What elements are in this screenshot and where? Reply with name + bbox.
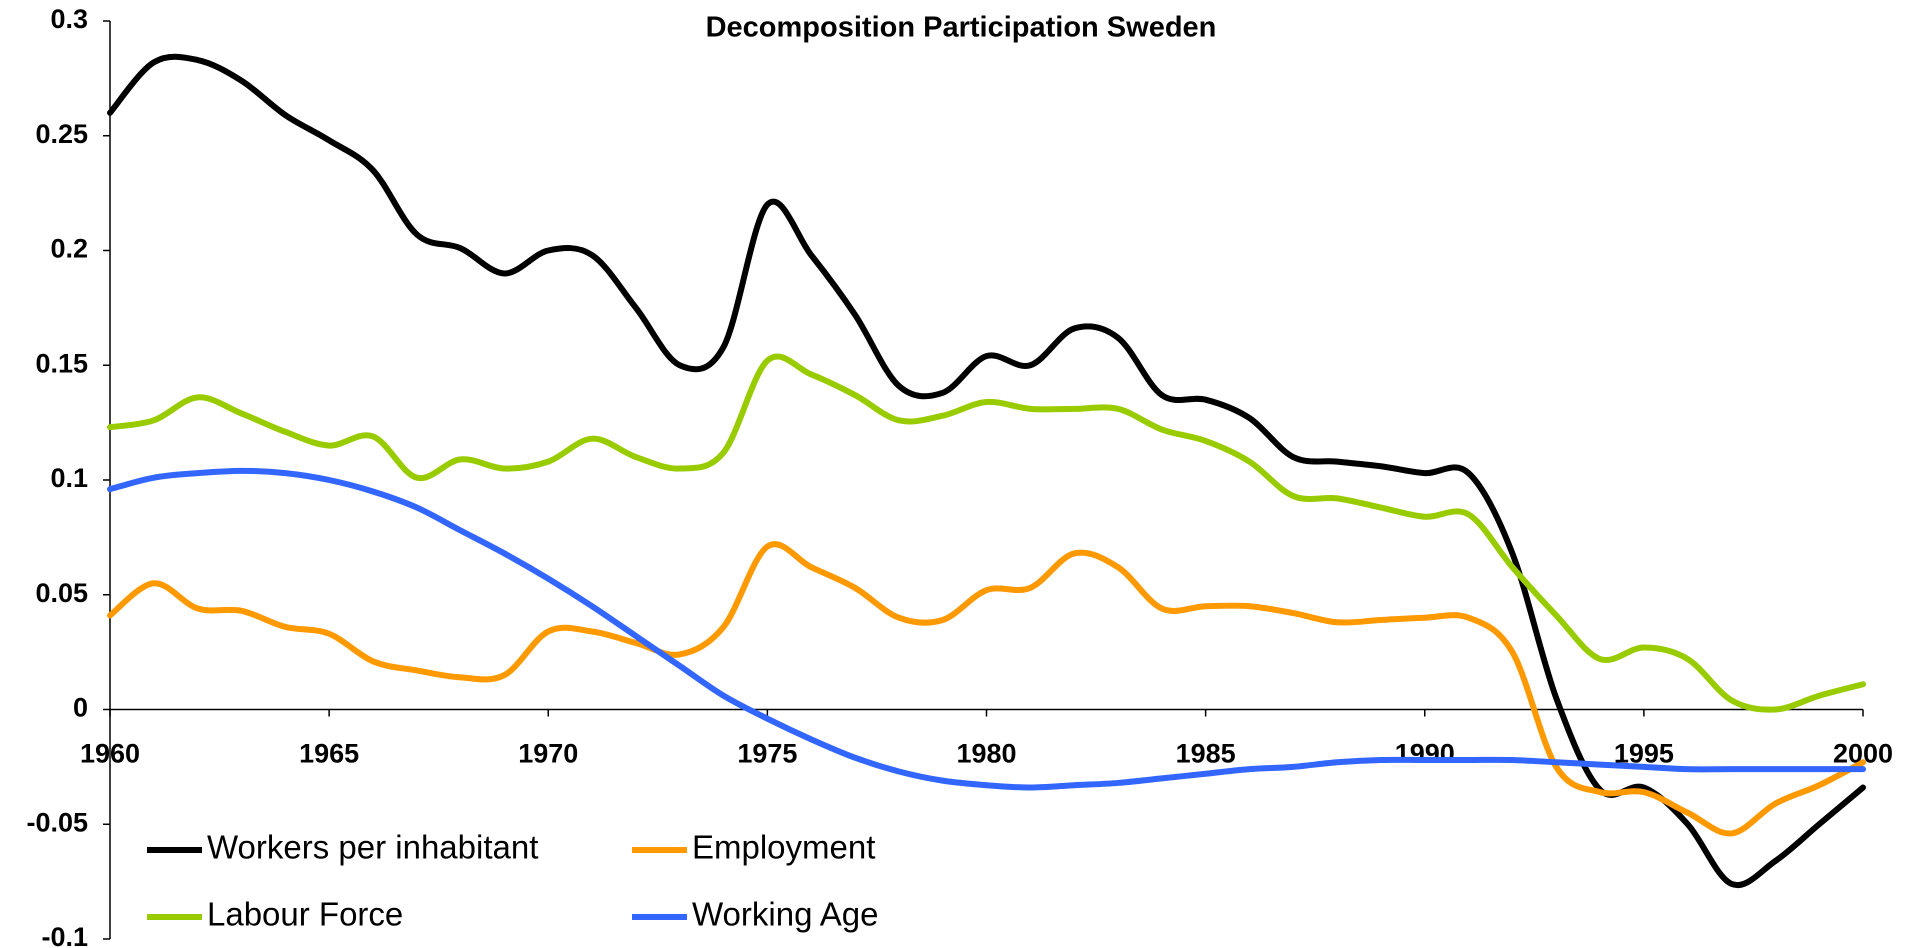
y-tick-label: 0.05 bbox=[35, 578, 88, 608]
legend-label: Employment bbox=[692, 829, 875, 866]
x-tick-label: 1965 bbox=[299, 739, 359, 769]
x-tick-label: 1980 bbox=[956, 739, 1016, 769]
line-series bbox=[107, 53, 1866, 889]
line-series bbox=[107, 467, 1866, 791]
y-tick-label: -0.05 bbox=[26, 807, 88, 837]
y-tick-label: 0.2 bbox=[50, 234, 88, 264]
legend-label: Labour Force bbox=[207, 896, 403, 933]
x-tick-label: 1975 bbox=[737, 739, 797, 769]
line-series bbox=[107, 353, 1866, 713]
y-tick-label: 0.3 bbox=[50, 4, 88, 34]
x-tick-label: 1990 bbox=[1395, 739, 1455, 769]
legend-label: Workers per inhabitant bbox=[207, 829, 538, 866]
x-tick-label: 1985 bbox=[1176, 739, 1236, 769]
y-tick-label: 0.15 bbox=[35, 348, 88, 378]
y-tick-label: -0.1 bbox=[41, 922, 88, 948]
y-tick-label: 0 bbox=[73, 693, 88, 723]
x-tick-label: 1970 bbox=[518, 739, 578, 769]
y-tick-label: 0.1 bbox=[50, 463, 88, 493]
y-tick-label: 0.25 bbox=[35, 119, 88, 149]
chart-title: Decomposition Participation Sweden bbox=[706, 12, 1217, 44]
line-series bbox=[107, 541, 1866, 837]
x-tick-label: 1960 bbox=[80, 739, 140, 769]
legend-label: Working Age bbox=[692, 896, 879, 933]
